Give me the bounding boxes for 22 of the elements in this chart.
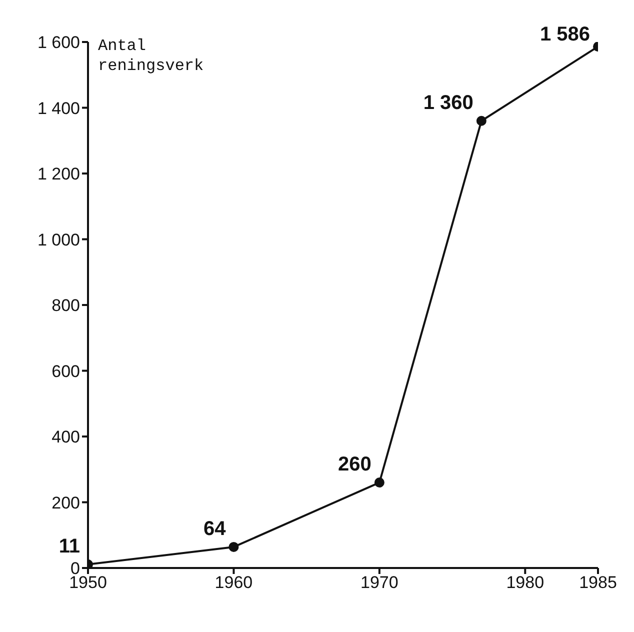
x-tick-label: 1960 [214, 573, 253, 592]
data-label: 64 [203, 518, 227, 540]
data-label: 1 586 [540, 24, 590, 46]
y-tick-label: 600 [52, 362, 80, 381]
data-label: 11 [58, 535, 80, 558]
x-tick-label: 1985 [579, 573, 617, 592]
x-tick-label: 1950 [69, 573, 107, 592]
x-tick-label: 1980 [506, 573, 544, 592]
y-tick-label: 200 [52, 493, 80, 512]
x-tick-label: 1970 [360, 573, 398, 592]
point [228, 542, 239, 552]
y-tick-label: 1 600 [37, 33, 80, 52]
y-tick-label: 800 [52, 296, 80, 316]
point [374, 478, 384, 488]
data-label: 260 [338, 454, 372, 476]
y-tick-label: 1 200 [37, 164, 80, 184]
y-tick-label: 1 000 [37, 230, 80, 250]
y-tick-label: 400 [52, 428, 80, 447]
data-label: 1 360 [423, 92, 474, 114]
y-tick-label: 1 400 [37, 98, 80, 118]
y-axis-title: Antal reningsverk [98, 37, 204, 75]
point [476, 116, 486, 126]
